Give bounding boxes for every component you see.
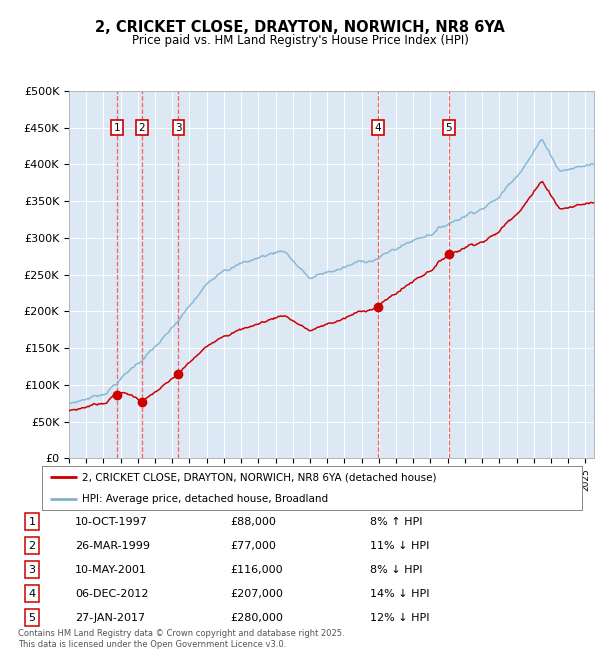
Text: 1: 1 [113, 123, 120, 133]
Text: 5: 5 [29, 613, 35, 623]
Text: 10-OCT-1997: 10-OCT-1997 [75, 517, 148, 526]
Text: 10-MAY-2001: 10-MAY-2001 [75, 565, 147, 575]
Text: £116,000: £116,000 [230, 565, 283, 575]
Text: 11% ↓ HPI: 11% ↓ HPI [370, 541, 430, 551]
Text: 2: 2 [28, 541, 35, 551]
Text: 4: 4 [374, 123, 381, 133]
Text: £77,000: £77,000 [230, 541, 276, 551]
Text: 14% ↓ HPI: 14% ↓ HPI [370, 589, 430, 599]
Text: 3: 3 [29, 565, 35, 575]
Text: 2, CRICKET CLOSE, DRAYTON, NORWICH, NR8 6YA (detached house): 2, CRICKET CLOSE, DRAYTON, NORWICH, NR8 … [83, 472, 437, 482]
Text: 2: 2 [139, 123, 145, 133]
Text: 27-JAN-2017: 27-JAN-2017 [75, 613, 145, 623]
Text: HPI: Average price, detached house, Broadland: HPI: Average price, detached house, Broa… [83, 494, 329, 504]
Text: 26-MAR-1999: 26-MAR-1999 [75, 541, 150, 551]
Text: 4: 4 [28, 589, 35, 599]
Text: £207,000: £207,000 [230, 589, 283, 599]
Text: Price paid vs. HM Land Registry's House Price Index (HPI): Price paid vs. HM Land Registry's House … [131, 34, 469, 47]
Text: 06-DEC-2012: 06-DEC-2012 [75, 589, 149, 599]
Text: 12% ↓ HPI: 12% ↓ HPI [370, 613, 430, 623]
Text: 5: 5 [446, 123, 452, 133]
Text: 8% ↑ HPI: 8% ↑ HPI [370, 517, 422, 526]
Text: 8% ↓ HPI: 8% ↓ HPI [370, 565, 422, 575]
Text: 1: 1 [29, 517, 35, 526]
Text: £280,000: £280,000 [230, 613, 283, 623]
Text: £88,000: £88,000 [230, 517, 276, 526]
Text: Contains HM Land Registry data © Crown copyright and database right 2025.
This d: Contains HM Land Registry data © Crown c… [18, 629, 344, 649]
Text: 2, CRICKET CLOSE, DRAYTON, NORWICH, NR8 6YA: 2, CRICKET CLOSE, DRAYTON, NORWICH, NR8 … [95, 20, 505, 34]
Text: 3: 3 [175, 123, 182, 133]
